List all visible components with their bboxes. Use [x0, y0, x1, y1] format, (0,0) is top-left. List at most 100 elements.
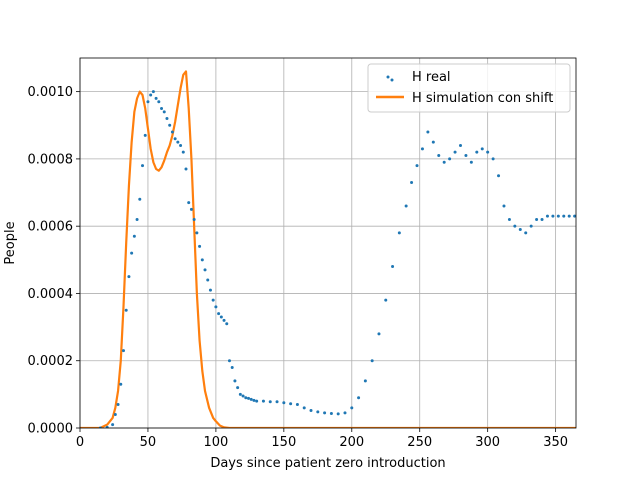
point-h-real [513, 224, 517, 228]
y-axis-label: People [3, 221, 18, 264]
point-h-real [192, 217, 196, 221]
point-h-real [255, 399, 259, 403]
point-h-real [507, 217, 511, 221]
point-h-real [343, 411, 347, 415]
y-tick-label: 0.0002 [28, 354, 74, 369]
point-h-real [222, 318, 226, 322]
point-h-real [203, 268, 207, 272]
legend-label-h-simulation: H simulation con shift [412, 91, 553, 106]
point-h-real [173, 137, 177, 141]
x-tick-label: 300 [475, 435, 500, 450]
point-h-real [214, 305, 218, 309]
point-h-real [404, 204, 408, 208]
point-h-real [181, 150, 185, 154]
point-h-real [329, 412, 333, 416]
y-tick-label: 0.0004 [28, 287, 74, 302]
axes-frame [79, 57, 577, 429]
y-tick-label: 0.0008 [28, 152, 74, 167]
point-h-real [545, 214, 549, 218]
point-h-real [524, 231, 528, 235]
point-h-real [233, 379, 237, 383]
point-h-real [475, 150, 479, 154]
point-h-real [249, 397, 253, 401]
point-h-real [176, 140, 180, 144]
point-h-real [529, 224, 533, 228]
point-h-real [168, 123, 172, 127]
point-h-real [252, 398, 256, 402]
point-h-real [350, 406, 354, 410]
point-h-real [295, 402, 299, 406]
point-h-real [124, 308, 128, 312]
point-h-real [151, 90, 155, 94]
point-h-real [567, 214, 571, 218]
point-h-real [198, 244, 202, 248]
point-h-real [143, 133, 147, 137]
point-h-real [230, 365, 234, 369]
point-h-real [200, 258, 204, 262]
point-h-real [162, 110, 166, 114]
point-h-real [116, 402, 120, 406]
point-h-real [227, 359, 231, 363]
point-h-real [241, 394, 245, 398]
point-h-real [431, 140, 435, 144]
point-h-real [211, 298, 215, 302]
point-h-real [282, 401, 286, 405]
series-line-h-simulation [80, 70, 576, 428]
point-h-real [113, 413, 117, 417]
point-h-real [208, 288, 212, 292]
x-axis-label: Days since patient zero introduction [210, 456, 445, 471]
x-tick-label: 100 [203, 435, 228, 450]
point-h-real [415, 164, 419, 168]
point-h-real [187, 201, 191, 205]
point-h-real [127, 275, 131, 279]
x-tick-label: 350 [543, 435, 568, 450]
point-h-real [217, 312, 221, 316]
point-h-real [453, 150, 457, 154]
point-h-real [562, 214, 566, 218]
point-h-real [238, 392, 242, 396]
x-tick-label: 0 [76, 435, 84, 450]
point-h-real [384, 298, 388, 302]
point-h-real [244, 396, 248, 400]
point-h-real [219, 315, 223, 319]
point-h-real [247, 396, 250, 400]
point-h-real [357, 396, 361, 400]
point-h-real [309, 409, 313, 413]
x-tick-label: 50 [140, 435, 157, 450]
point-h-real [170, 130, 174, 134]
point-h-real [119, 382, 123, 386]
point-h-real [236, 386, 240, 390]
point-h-real [464, 154, 468, 158]
point-h-real [146, 100, 150, 104]
point-h-real [323, 411, 327, 415]
y-tick-label: 0.0006 [28, 220, 74, 235]
point-h-real [289, 402, 293, 406]
point-h-real [160, 106, 164, 110]
point-h-real [206, 278, 210, 282]
point-h-real [442, 160, 446, 164]
point-h-real [336, 412, 340, 416]
point-h-real [437, 154, 441, 158]
point-h-real [469, 160, 473, 164]
point-h-real [535, 217, 539, 221]
legend-box [367, 63, 571, 113]
point-h-real [420, 147, 424, 151]
x-tick-label: 200 [339, 435, 364, 450]
x-axis: 0 50 100 150 200 250 300 350 [76, 428, 568, 450]
point-h-real [135, 217, 139, 221]
point-h-real [225, 322, 229, 326]
point-h-real [130, 251, 134, 255]
point-h-real [165, 117, 169, 121]
point-h-real [141, 164, 145, 168]
point-h-real [502, 204, 506, 208]
point-h-real [410, 180, 414, 184]
x-tick-label: 150 [271, 435, 296, 450]
point-h-real [458, 143, 462, 147]
legend-label-h-real: H real [412, 70, 451, 85]
point-h-real [480, 147, 484, 151]
point-h-real [370, 359, 374, 363]
point-h-real [556, 214, 560, 218]
point-h-real [195, 231, 199, 235]
point-h-real [261, 399, 265, 403]
